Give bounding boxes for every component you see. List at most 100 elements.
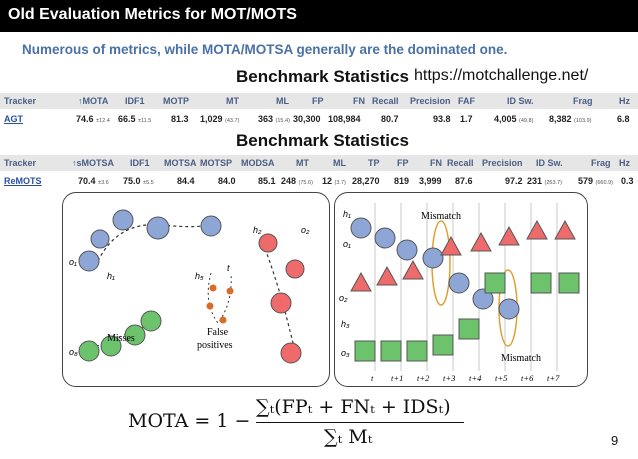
- page-number: 9: [611, 433, 619, 448]
- object-triangle: [526, 219, 548, 240]
- object-circle: [422, 247, 444, 269]
- label-o1: o₁: [343, 239, 351, 249]
- value: 74.6: [76, 114, 94, 124]
- object-square: [458, 318, 480, 340]
- col-smotsa[interactable]: ↑sMOTSA: [72, 158, 115, 168]
- value: 75.0: [123, 176, 141, 186]
- time-label: t+1: [391, 373, 403, 383]
- tracker-link[interactable]: AGT: [4, 114, 23, 124]
- col-precision[interactable]: Precision: [482, 158, 523, 168]
- motchallenge-url[interactable]: https://motchallenge.net/: [414, 67, 589, 84]
- col-hz[interactable]: Hz: [619, 158, 630, 168]
- object-circle: [350, 217, 372, 239]
- object-trajectory-2: [258, 233, 305, 364]
- cell-recall: 80.7: [381, 114, 399, 124]
- col-recall[interactable]: Recall: [447, 158, 474, 168]
- label-false: False: [207, 327, 229, 338]
- col-mt[interactable]: MT: [226, 96, 239, 106]
- col-faf[interactable]: FAF: [458, 96, 475, 106]
- col-precision[interactable]: Precision: [410, 96, 451, 106]
- value: 12: [322, 176, 333, 186]
- object-circle: [374, 227, 396, 249]
- formula-lhs: MOTA = 1 −: [128, 410, 251, 432]
- col-tracker: Tracker: [4, 96, 37, 106]
- col-motsp[interactable]: MOTSP: [200, 158, 233, 168]
- value-sub: ±3.6: [98, 180, 109, 186]
- hypothesis-dot: [209, 284, 217, 292]
- object-circle: [285, 259, 305, 279]
- object-circle: [200, 215, 222, 237]
- col-fn[interactable]: FN: [430, 158, 442, 168]
- tracking-errors-diagram: o₁ h₁ h₂ o₂ h₅ t o₈ Misses False positiv…: [69, 209, 310, 364]
- cell-modsa: 85.1: [258, 176, 276, 186]
- col-fn[interactable]: FN: [353, 96, 365, 106]
- object-circle: [270, 292, 292, 314]
- green-square-track: [354, 272, 580, 362]
- cell-ml: 363 (15.4): [258, 111, 290, 129]
- label-h5: h₅: [195, 271, 204, 281]
- cell-motp: 81.3: [171, 114, 189, 124]
- object-circle: [280, 342, 302, 364]
- value: 248: [281, 176, 297, 186]
- label-misses: Misses: [107, 333, 135, 344]
- col-tp[interactable]: TP: [368, 158, 380, 168]
- table-row: AGT 74.6 ±12.4 66.5 ±11.5 81.3 1,029 (43…: [0, 111, 638, 126]
- cell-ml: 12 (3.7): [322, 173, 346, 191]
- label-o2: o₂: [301, 225, 310, 235]
- value-sub: (49.8): [519, 118, 534, 124]
- value-sub: ±5.5: [143, 180, 154, 186]
- time-label: t+5: [495, 373, 507, 383]
- hypothesis-dot: [206, 302, 214, 310]
- col-idf1[interactable]: IDF1: [130, 158, 150, 168]
- object-circle: [112, 209, 134, 231]
- cell-mota: 74.6 ±12.4: [76, 111, 110, 129]
- col-recall[interactable]: Recall: [372, 96, 399, 106]
- cell-idsw: 231 (263.7): [527, 173, 562, 191]
- col-frag[interactable]: Frag: [573, 96, 593, 106]
- col-tracker: Tracker: [4, 158, 37, 168]
- object-circle: [140, 310, 162, 332]
- col-motp[interactable]: MOTP: [163, 96, 189, 106]
- object-circle: [90, 229, 110, 249]
- col-modsa[interactable]: MODSA: [241, 158, 275, 168]
- value-sub: ±11.5: [138, 118, 152, 124]
- object-circle: [396, 239, 418, 261]
- time-label: t: [371, 373, 374, 383]
- object-circle: [472, 288, 494, 310]
- label-t: t: [227, 263, 230, 273]
- fraction-bar: [256, 422, 464, 423]
- object-triangle: [498, 225, 520, 246]
- col-idsw[interactable]: ID Sw.: [536, 158, 563, 168]
- time-label: t+2: [417, 373, 430, 383]
- tracker-link[interactable]: ReMOTS: [4, 176, 42, 186]
- time-label: t+4: [469, 373, 482, 383]
- value-sub: (660.9): [595, 180, 613, 186]
- label-o1: o₁: [69, 257, 77, 267]
- col-motsa[interactable]: MOTSA: [164, 158, 197, 168]
- col-ml[interactable]: ML: [276, 96, 289, 106]
- col-idf1[interactable]: IDF1: [125, 96, 145, 106]
- value: 4,005: [494, 114, 517, 124]
- cell-tp: 28,270: [352, 176, 380, 186]
- col-mt[interactable]: MT: [296, 158, 309, 168]
- col-fp[interactable]: FP: [397, 158, 409, 168]
- cell-idf1: 75.0 ±5.5: [123, 173, 154, 191]
- col-frag[interactable]: Frag: [591, 158, 611, 168]
- object-circle: [258, 233, 278, 253]
- label-o2: o₂: [339, 293, 348, 303]
- col-ml[interactable]: ML: [333, 158, 346, 168]
- table-header-2: Tracker ↑sMOTSA IDF1 MOTSA MOTSP MODSA M…: [0, 155, 638, 171]
- cell-mt: 248 (75.6): [281, 173, 313, 191]
- time-axis-labels: t t+1 t+2 t+3 t+4 t+5 t+6 t+7: [371, 373, 560, 383]
- object-circle: [78, 340, 100, 362]
- false-positives-cluster: [206, 272, 234, 324]
- col-mota[interactable]: ↑MOTA: [78, 96, 109, 106]
- value: 363: [258, 114, 274, 124]
- col-hz[interactable]: Hz: [619, 96, 630, 106]
- col-fp[interactable]: FP: [312, 96, 324, 106]
- label-positives: positives: [197, 340, 233, 351]
- cell-faf: 1.7: [460, 114, 473, 124]
- cell-fp: 30,300: [293, 114, 321, 124]
- col-idsw[interactable]: ID Sw.: [507, 96, 534, 106]
- label-h2: h₂: [253, 225, 262, 235]
